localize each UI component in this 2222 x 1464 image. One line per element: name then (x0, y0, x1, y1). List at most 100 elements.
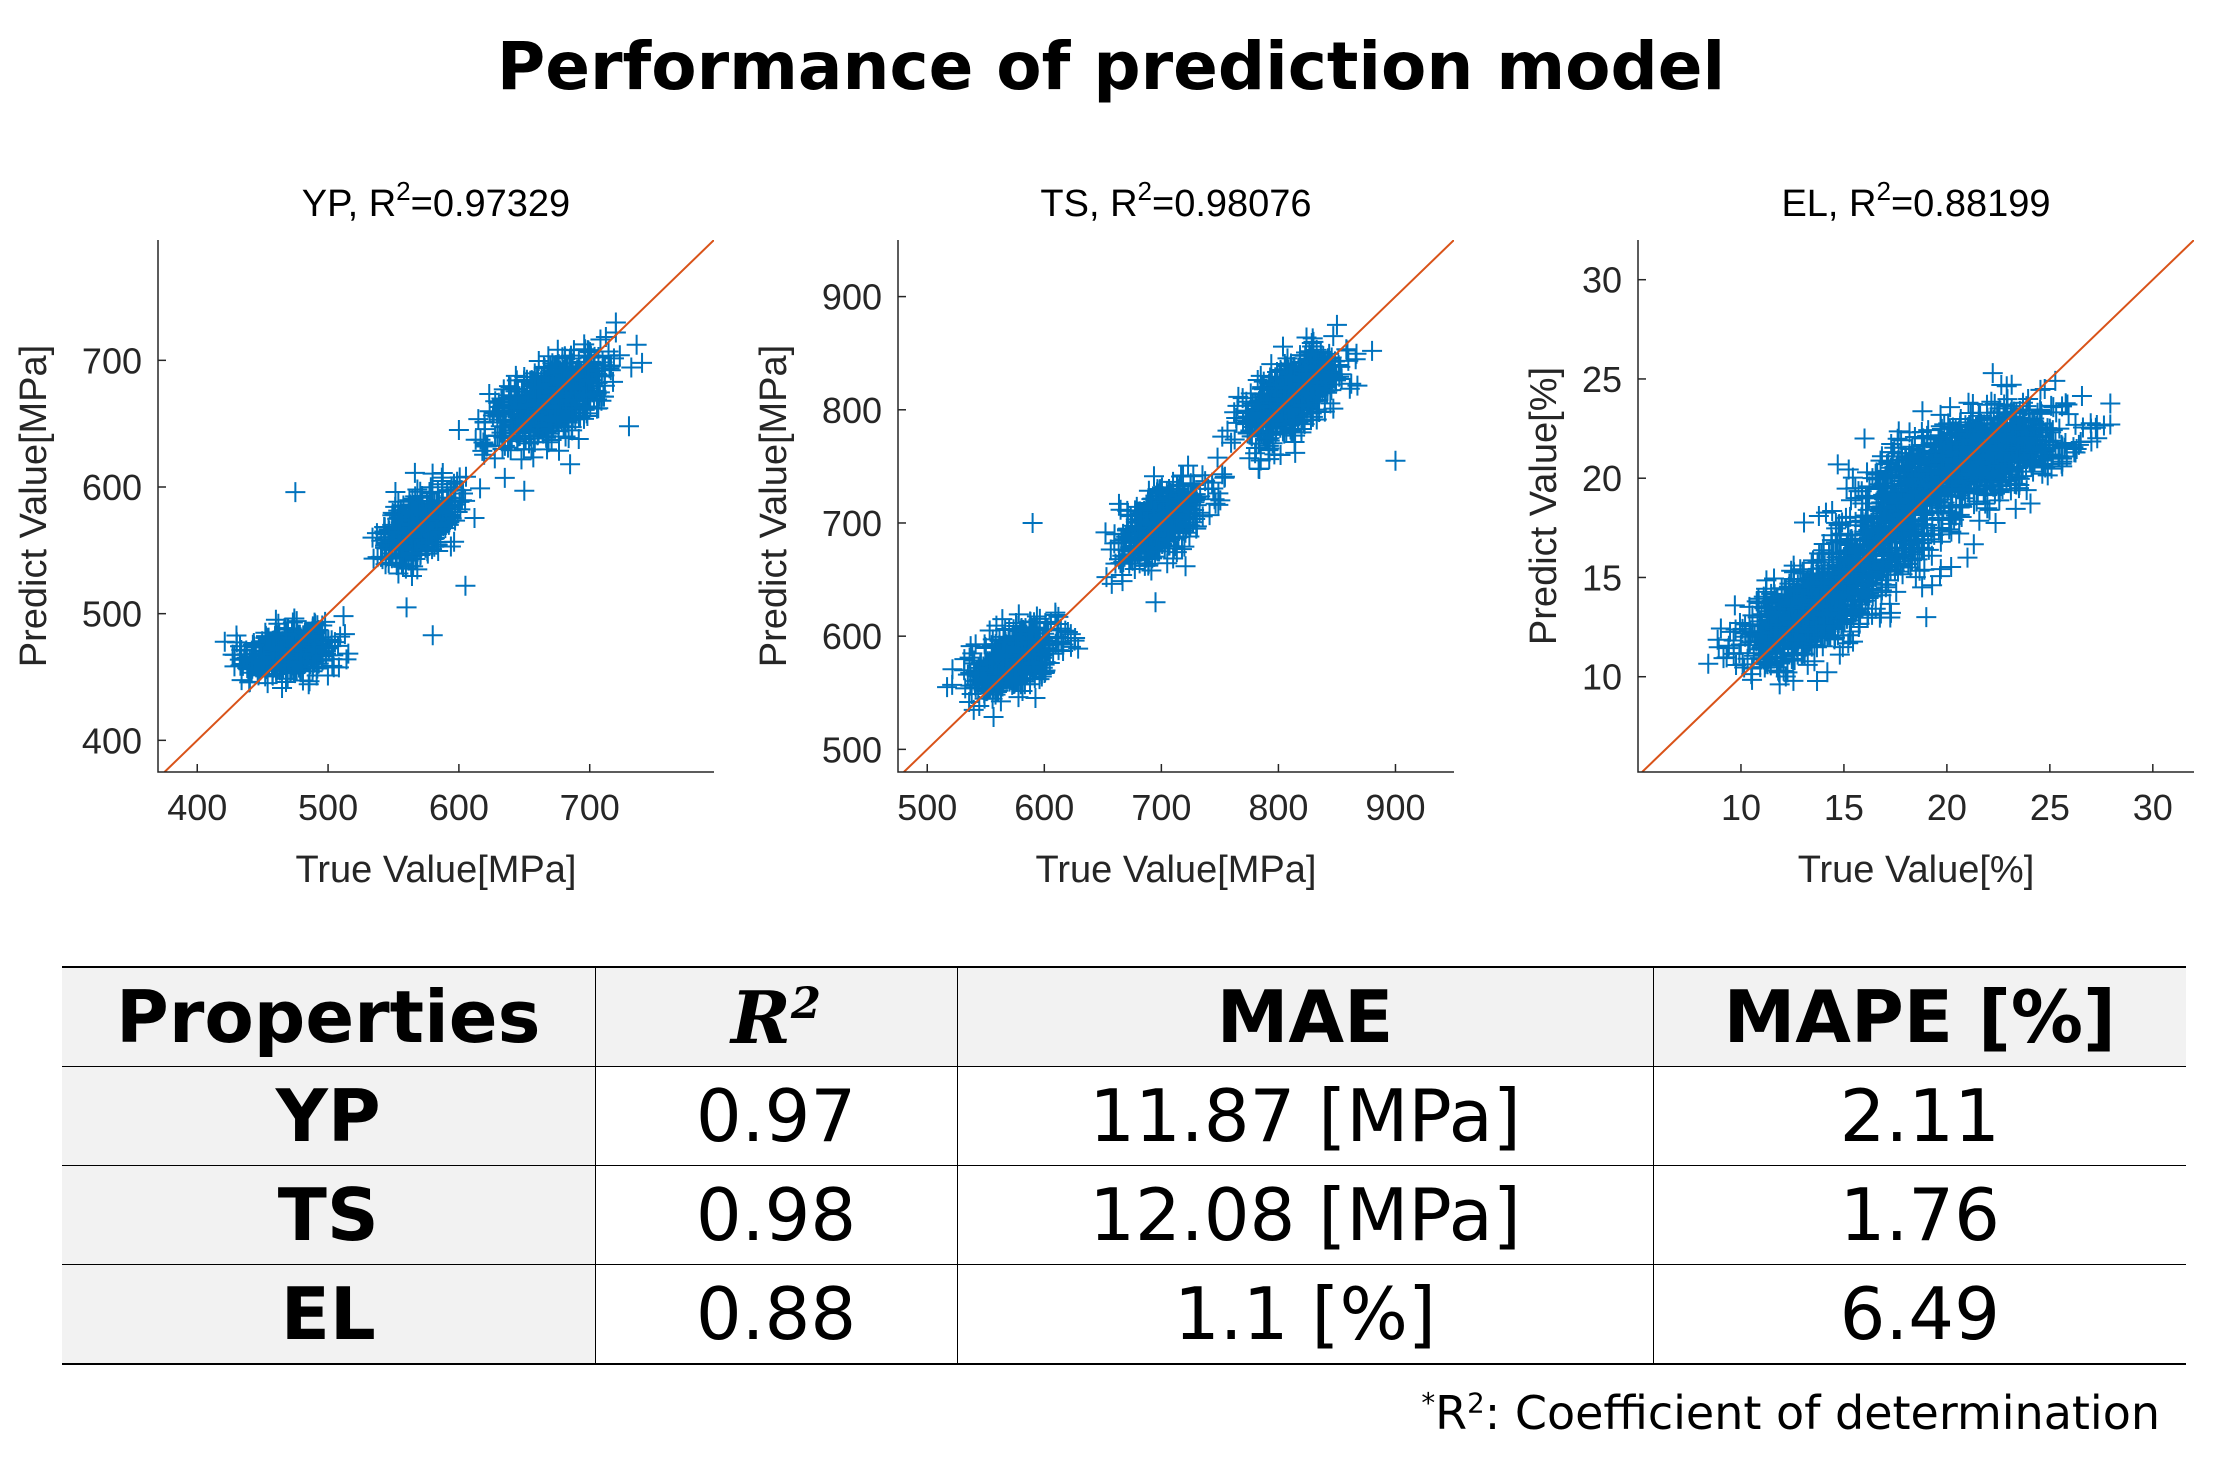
data-point (1781, 596, 1802, 617)
data-point (1224, 429, 1245, 450)
data-point (1064, 630, 1085, 651)
data-point (338, 643, 359, 664)
data-point (1259, 438, 1280, 459)
data-point (1242, 406, 1263, 427)
y-tick-label: 700 (82, 340, 142, 381)
data-point (1840, 621, 1861, 642)
data-point (1045, 602, 1066, 623)
data-point (1766, 619, 1787, 640)
y-tick-label: 600 (82, 467, 142, 508)
data-point (333, 606, 354, 627)
data-point (1842, 467, 1863, 488)
data-point (1834, 549, 1855, 570)
data-point (1178, 455, 1199, 476)
data-point (1270, 444, 1291, 465)
data-point (403, 500, 424, 521)
data-point (982, 649, 1003, 670)
data-point (464, 508, 485, 529)
data-point (1145, 592, 1166, 613)
data-point (1879, 593, 1900, 614)
data-point (590, 329, 611, 350)
data-point (1175, 500, 1196, 521)
data-point (1296, 363, 1317, 384)
data-point (1949, 523, 1970, 544)
data-point (1825, 512, 1846, 533)
data-point (1887, 428, 1908, 449)
data-point (1832, 573, 1853, 594)
data-point (960, 636, 981, 657)
data-point (432, 474, 453, 495)
data-point (396, 597, 417, 618)
data-point (264, 638, 285, 659)
data-point (234, 648, 255, 669)
data-point (401, 502, 422, 523)
data-point (983, 706, 1004, 727)
chart-title: TS, R2=0.98076 (1040, 176, 1311, 225)
data-point (1250, 450, 1271, 471)
data-point (422, 539, 443, 560)
data-point (1888, 561, 1908, 582)
data-point (541, 429, 562, 450)
x-tick-label: 500 (897, 787, 957, 828)
data-point (1904, 538, 1925, 559)
data-point (942, 659, 963, 680)
x-tick-label: 400 (167, 787, 227, 828)
data-point (1323, 398, 1344, 419)
data-point (1698, 653, 1719, 674)
data-point (1301, 332, 1322, 353)
data-point (283, 634, 304, 655)
chart-title: YP, R2=0.97329 (302, 176, 570, 225)
data-point (1729, 643, 1750, 664)
data-point (1845, 478, 1866, 499)
data-point (1845, 511, 1866, 532)
data-point (244, 646, 265, 667)
data-point (968, 657, 989, 678)
data-point (1148, 541, 1169, 562)
data-point (279, 651, 300, 672)
data-point (1180, 476, 1201, 497)
data-point (1180, 515, 1201, 536)
data-point (618, 416, 639, 437)
data-point (250, 644, 271, 665)
data-point (1147, 520, 1168, 541)
data-point (1725, 619, 1746, 640)
y-axis-label: Predict Value[MPa] (13, 345, 55, 667)
data-point (513, 439, 534, 460)
data-point (626, 334, 647, 355)
data-point (382, 532, 403, 553)
data-point (304, 634, 325, 655)
data-point (395, 558, 416, 579)
data-point (1055, 620, 1076, 641)
data-point (1875, 508, 1896, 529)
data-point (444, 531, 465, 552)
data-point (598, 345, 619, 366)
data-point (285, 663, 306, 684)
data-point (1233, 410, 1254, 431)
data-point (1326, 367, 1347, 388)
data-point (334, 624, 355, 645)
data-point (1832, 637, 1853, 658)
data-point (1005, 627, 1026, 648)
data-point (388, 521, 409, 542)
data-point (1178, 498, 1199, 519)
data-point (298, 674, 319, 695)
data-point (1808, 578, 1829, 599)
data-point (544, 355, 565, 376)
data-point (605, 322, 626, 343)
data-point (422, 625, 443, 646)
data-point (1907, 549, 1928, 570)
data-point (1113, 539, 1134, 560)
data-point (1786, 629, 1807, 650)
data-point (1267, 361, 1288, 382)
data-point (1871, 585, 1892, 606)
data-point (1829, 585, 1850, 606)
y-tick-label: 600 (822, 616, 882, 657)
data-point (474, 411, 495, 432)
data-point (1769, 662, 1789, 683)
data-point (1330, 356, 1351, 377)
data-point (549, 440, 570, 461)
data-point (304, 612, 325, 633)
